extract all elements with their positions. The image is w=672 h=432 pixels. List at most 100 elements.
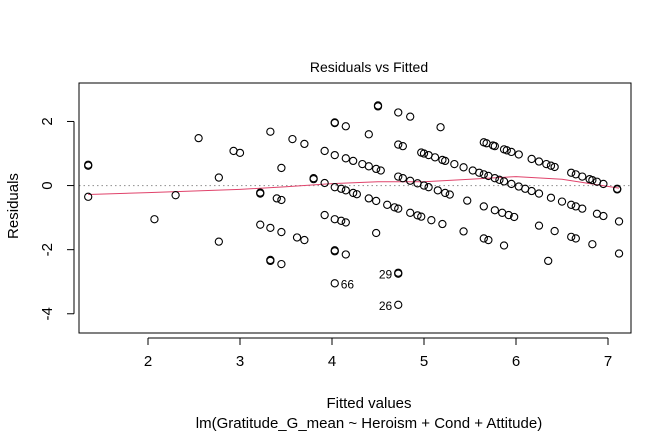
x-tick-label: 3 [236,353,244,370]
y-tick-label: -4 [39,307,56,320]
residual-point [84,192,93,201]
residual-point [567,200,576,209]
residual-point [292,233,302,242]
residual-point [390,203,399,212]
residual-point [479,234,488,243]
residual-point [376,166,385,175]
residual-point [417,212,426,221]
residual-point [364,130,373,139]
residual-point [341,186,350,195]
points-layer [84,101,624,309]
residual-point [277,227,286,237]
residual-point [372,196,381,206]
residual-point [475,168,484,177]
x-tick-label: 2 [144,353,152,370]
residual-point [337,184,346,193]
residual-point [320,146,329,156]
residual-point [266,223,275,233]
residual-point [550,162,559,172]
residual-point [479,170,488,179]
residual-point [578,172,587,181]
residual-point [599,211,608,221]
x-tick-label: 7 [604,353,612,370]
residual-point [84,160,93,169]
residual-point [330,279,339,288]
residual-point [277,163,286,173]
residual-point [557,197,567,206]
residual-point [194,133,203,143]
residual-point [527,186,536,196]
residual-point [372,164,381,174]
y-axis-label: Residuals [5,173,22,239]
residual-point [330,118,339,128]
residual-point [459,227,468,236]
residual-point [544,256,553,266]
residual-point [534,221,544,230]
point-labels-layer: 29 66 26 [341,268,393,313]
residual-point [546,161,556,170]
residual-point [484,235,493,245]
residual-point [277,259,286,269]
residual-point [320,178,329,188]
residual-point [499,241,509,250]
chart-title: Residuals vs Fitted [310,59,428,75]
residual-point [349,156,358,166]
residual-point [341,122,350,131]
residual-point [406,176,415,185]
residual-point [394,204,403,213]
residual-point [300,139,309,149]
model-formula-subtitle: lm(Gratitude_G_mean ~ Heroism + Cond + A… [196,415,542,432]
residual-point [441,156,450,166]
residual-point [364,194,373,203]
residual-point [266,127,275,136]
residual-point [527,154,536,164]
residual-point [171,191,180,200]
residual-point [398,174,407,183]
residual-point [341,218,350,227]
residual-point [373,102,383,111]
residual-point [214,173,223,182]
residual-point [341,250,350,259]
outlier-label: 26 [379,299,393,313]
residual-point [288,134,297,144]
x-axis-label: Fitted values [326,395,411,412]
residual-point [571,234,580,243]
residual-point [614,249,624,258]
residual-point [372,228,381,238]
residual-point [459,163,468,172]
residual-point [277,195,286,205]
residual-point [550,226,559,236]
residual-point [546,193,556,202]
residual-point [534,189,544,198]
residual-point [599,179,608,189]
x-tick-label: 5 [420,353,428,370]
y-tick-label: -2 [39,243,56,256]
y-tick-label: 2 [39,117,56,125]
residual-point [490,141,499,151]
smooth-line-layer [88,176,620,195]
residual-point [394,269,403,278]
residual-point [256,189,265,198]
residual-point [398,141,407,151]
residual-point [337,216,346,225]
lowess-smooth-line [88,176,620,195]
residual-point [235,148,245,158]
axes: 2 3 4 5 6 7 -4 -2 0 2 [39,117,612,370]
residual-point [256,220,265,229]
plot-frame [78,82,632,334]
residual-point [479,202,488,211]
residual-point [419,149,429,158]
residual-point [445,190,454,199]
residual-point [427,216,436,225]
residual-point [504,210,513,220]
residual-point [406,208,415,217]
residual-point [588,240,597,249]
residual-point [419,181,429,190]
residual-point [413,211,422,220]
residual-point [341,154,350,163]
x-tick-label: 4 [328,353,336,370]
residual-point [430,153,440,162]
residual-point [394,140,403,149]
residual-point [349,188,358,198]
residual-point [394,172,403,181]
